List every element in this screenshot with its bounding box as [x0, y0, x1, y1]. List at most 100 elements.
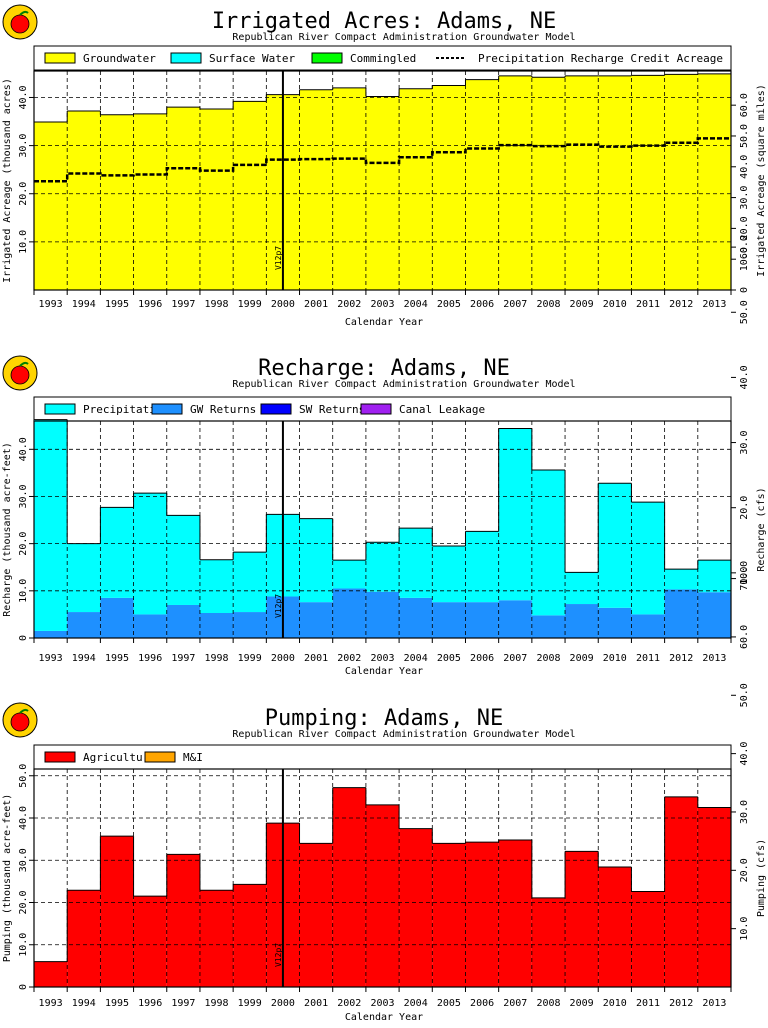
x-tick-label: 2013: [702, 299, 726, 310]
bar-gw-returns: [664, 589, 698, 638]
bar-precipitation: [697, 560, 731, 593]
x-tick-label: 1998: [204, 299, 228, 310]
bar-precipitation: [133, 493, 167, 615]
bar-precipitation: [67, 543, 101, 613]
bar-agricultural: [531, 897, 566, 987]
bar-groundwater: [299, 89, 333, 291]
apple-icon: [10, 712, 30, 732]
bar-groundwater: [100, 114, 134, 290]
chart-subtitle: Republican River Compact Administration …: [232, 32, 575, 43]
leaf-icon: [19, 708, 29, 714]
bar-agricultural: [399, 828, 433, 987]
legend-swatch: [311, 52, 343, 64]
x-tick-label: 2010: [603, 299, 627, 310]
legend-swatch: [360, 403, 392, 415]
bar-groundwater: [365, 96, 400, 290]
y-tick-label: 10.0: [18, 933, 29, 957]
bar-agricultural: [67, 890, 101, 987]
x-tick-label: 2011: [636, 299, 660, 310]
x-axis-title: Calendar Year: [345, 666, 423, 677]
y-tick-label: 40.0: [18, 437, 29, 461]
bar-agricultural: [598, 867, 632, 987]
bar-precipitation: [631, 502, 665, 615]
x-tick-label: 2012: [669, 653, 693, 664]
x-tick-label: 2002: [337, 998, 361, 1009]
x-tick-label: 1994: [72, 299, 96, 310]
x-tick-label: 1999: [238, 653, 262, 664]
bar-groundwater: [531, 77, 566, 290]
bar-agricultural: [133, 896, 167, 987]
bar-gw-returns: [565, 604, 599, 638]
bar-agricultural: [332, 787, 366, 987]
y2-tick-label: 50.0: [739, 683, 750, 707]
x-tick-label: 2012: [669, 299, 693, 310]
x-tick-label: 1997: [171, 998, 195, 1009]
bar-gw-returns: [465, 602, 499, 638]
bar-gw-returns: [199, 613, 234, 638]
x-tick-label: 2013: [702, 653, 726, 664]
bar-groundwater: [67, 110, 101, 290]
legend-label: GW Returns: [190, 403, 256, 416]
bar-precipitation: [399, 528, 433, 598]
bar-precipitation: [664, 569, 698, 590]
legend-swatch: [260, 403, 292, 415]
bar-gw-returns: [332, 588, 366, 638]
x-tick-label: 2011: [636, 653, 660, 664]
x-tick-label: 2006: [470, 998, 494, 1009]
x-tick-label: 1994: [72, 653, 96, 664]
bar-agricultural: [697, 807, 731, 987]
y-tick-label: 30.0: [18, 848, 29, 872]
y-tick-label: 10.0: [18, 579, 29, 603]
bar-precipitation: [299, 518, 333, 603]
x-tick-label: 2005: [437, 299, 461, 310]
y2-tick-label: 20.0: [739, 216, 750, 240]
y2-tick-label: 10.0: [739, 561, 750, 585]
x-tick-label: 1993: [39, 653, 63, 664]
chart-title: Irrigated Acres: Adams, NE: [212, 9, 556, 34]
bar-gw-returns: [100, 597, 134, 638]
x-tick-label: 2005: [437, 998, 461, 1009]
y2-axis-title: Recharge (cfs): [756, 487, 767, 571]
x-tick-label: 1995: [105, 653, 129, 664]
bar-gw-returns: [133, 614, 167, 638]
bar-groundwater: [598, 75, 632, 290]
legend-swatch: [144, 751, 176, 763]
x-tick-label: 2008: [536, 998, 560, 1009]
bar-gw-returns: [34, 630, 68, 638]
x-tick-label: 2001: [304, 299, 328, 310]
x-tick-label: 2011: [636, 998, 660, 1009]
legend-swatch: [44, 52, 76, 64]
x-tick-label: 2007: [503, 299, 527, 310]
bar-gw-returns: [697, 592, 731, 638]
y2-tick-label: 60.0: [739, 625, 750, 649]
bar-precipitation: [531, 470, 566, 616]
bar-precipitation: [166, 515, 200, 605]
bar-groundwater: [432, 85, 466, 290]
bar-gw-returns: [67, 612, 101, 638]
bar-gw-returns: [531, 615, 566, 638]
bar-precipitation: [565, 572, 599, 605]
bar-gw-returns: [365, 591, 400, 638]
y-tick-label: 20.0: [18, 182, 29, 206]
bar-precipitation: [432, 546, 466, 603]
x-tick-label: 2013: [702, 998, 726, 1009]
chart-title: Pumping: Adams, NE: [265, 706, 503, 731]
line-precip-credit-acreage: [34, 137, 731, 183]
x-tick-label: 2002: [337, 653, 361, 664]
bar-precipitation: [332, 560, 366, 589]
bar-agricultural: [365, 804, 400, 987]
y-tick-label: 30.0: [18, 134, 29, 158]
legend-swatch: [44, 751, 76, 763]
bar-groundwater: [399, 88, 433, 290]
bar-groundwater: [332, 87, 366, 290]
bar-groundwater: [233, 101, 267, 290]
bar-precipitation: [365, 542, 400, 592]
legend-label: M&I: [183, 751, 203, 764]
x-tick-label: 2003: [370, 998, 394, 1009]
plot-frame: [33, 768, 732, 988]
y2-tick-label: 50.0: [739, 124, 750, 148]
x-tick-label: 2009: [570, 299, 594, 310]
bar-groundwater: [664, 74, 698, 291]
